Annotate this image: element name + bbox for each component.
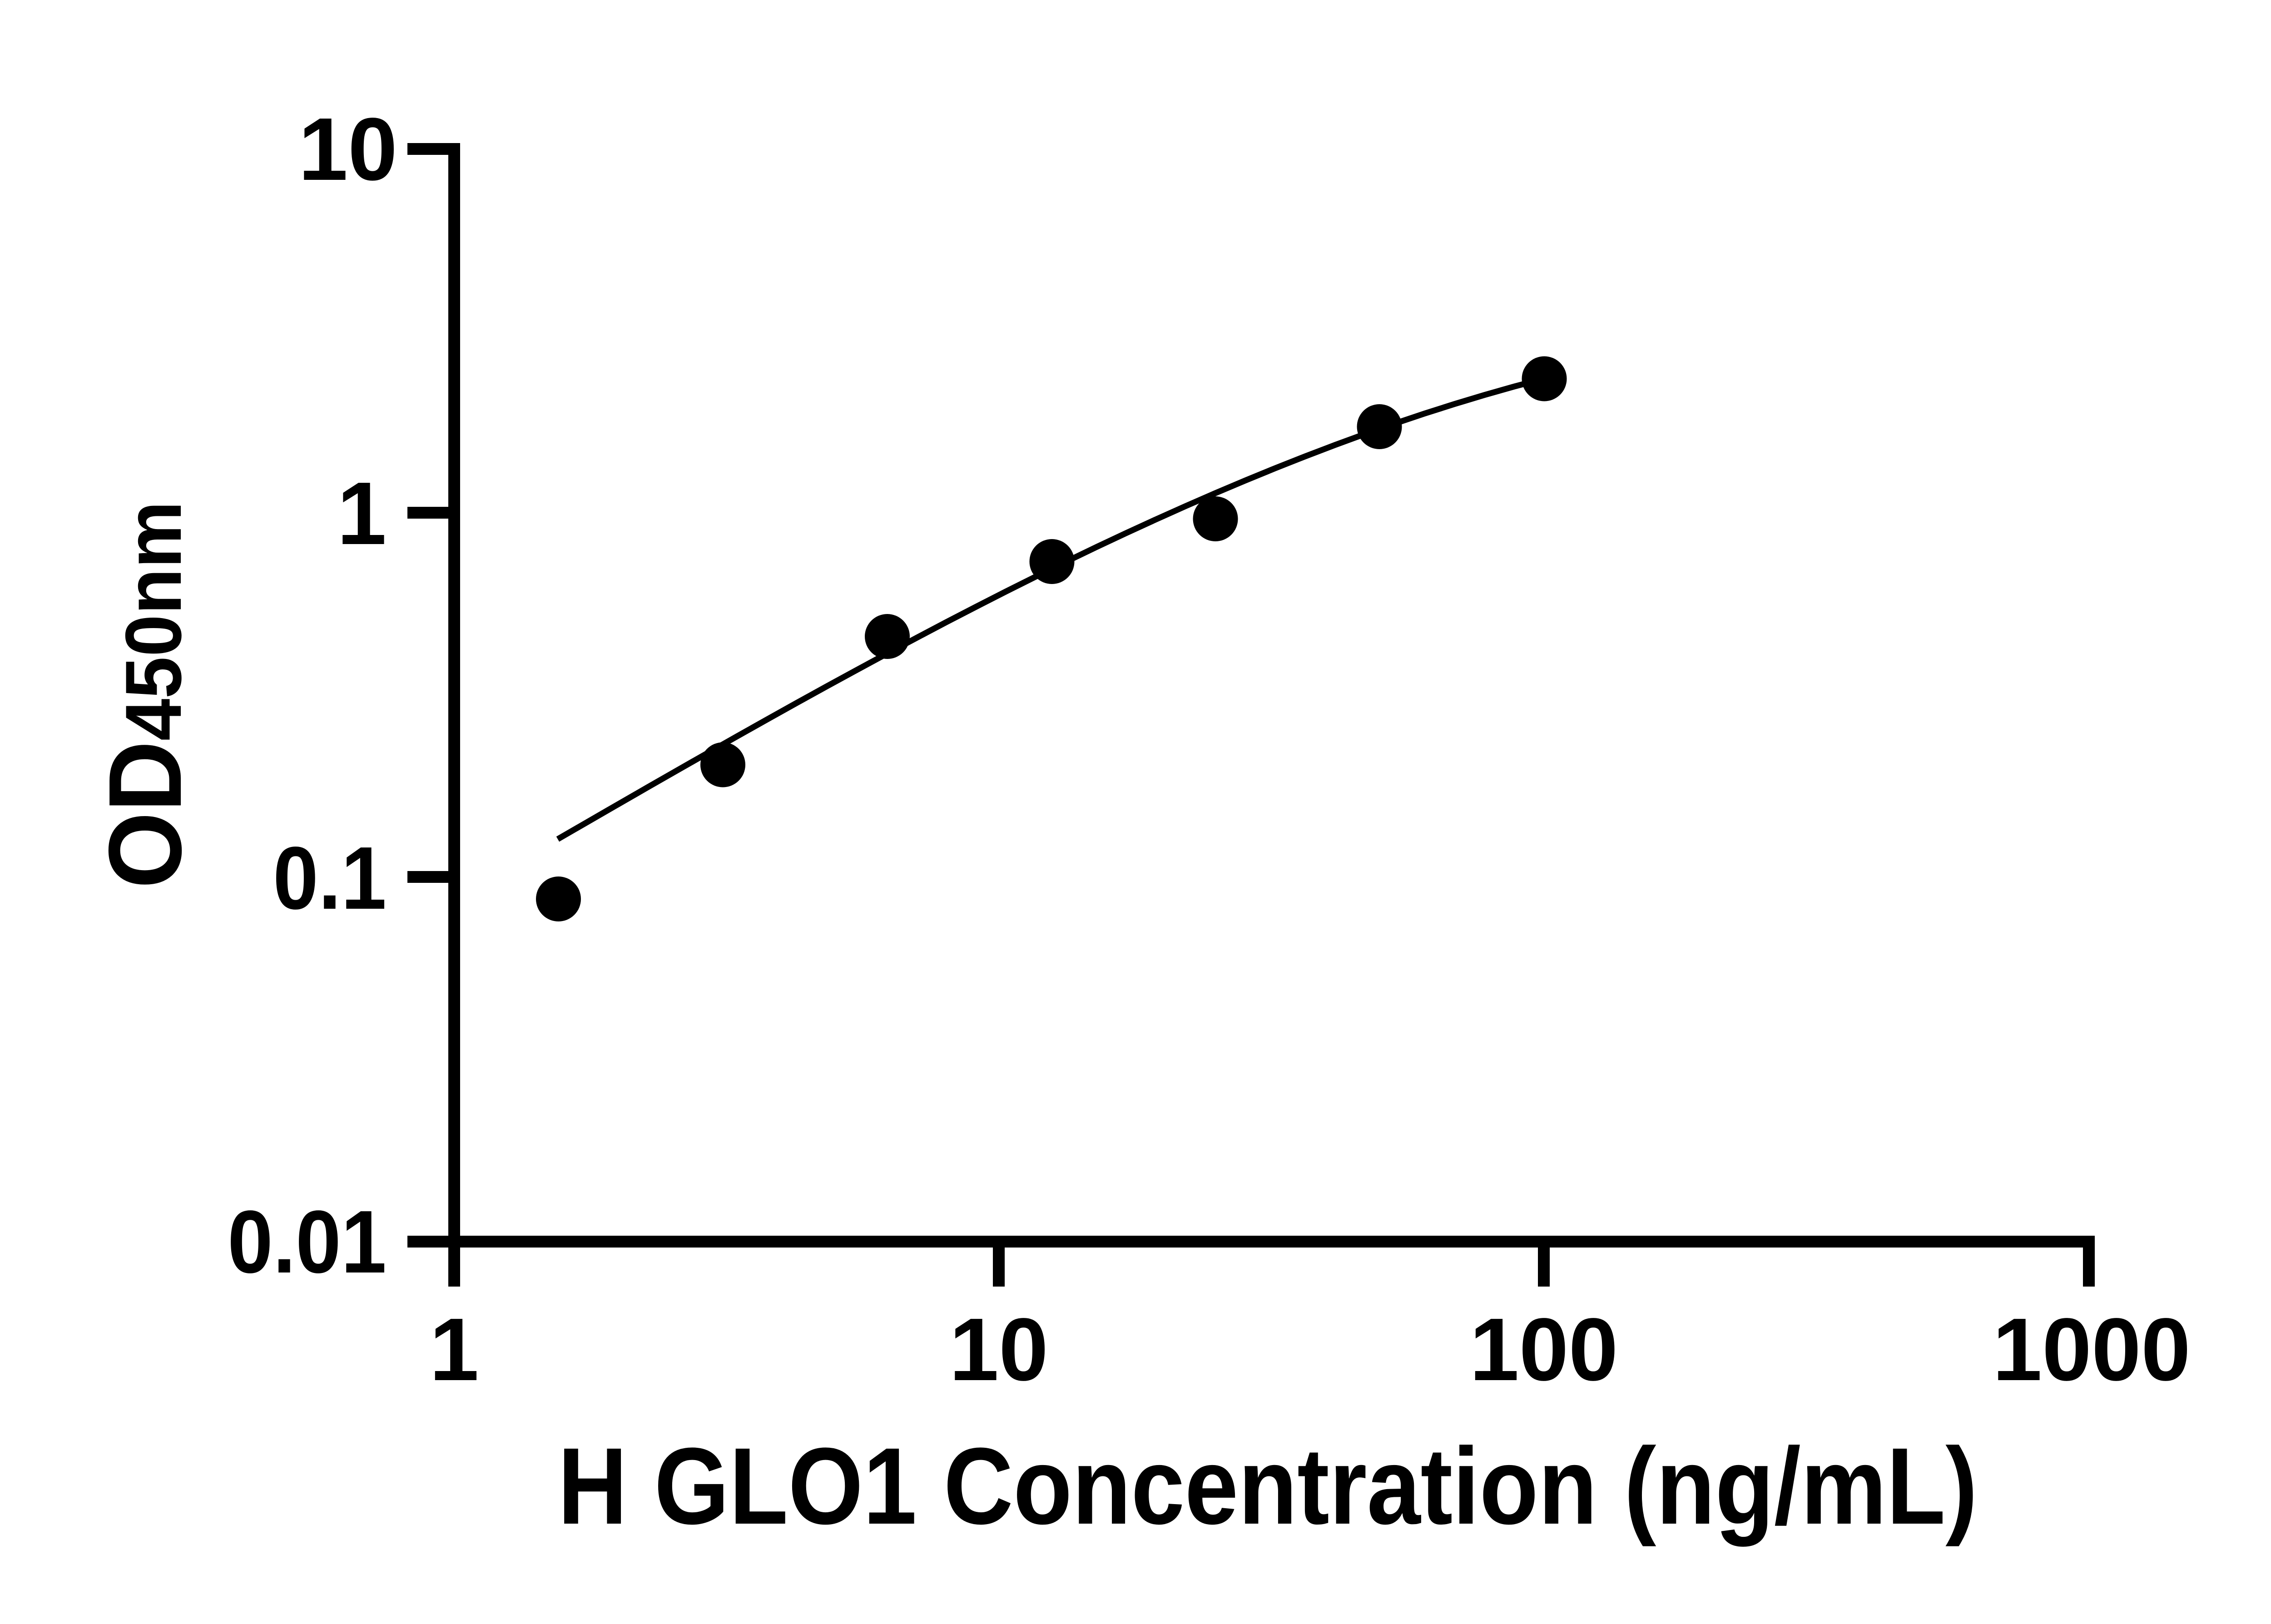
svg-text:10: 10 bbox=[949, 1300, 1048, 1399]
svg-text:H GLO1 Concentration (ng/mL): H GLO1 Concentration (ng/mL) bbox=[558, 1425, 1978, 1547]
svg-text:1: 1 bbox=[429, 1300, 479, 1399]
svg-text:100: 100 bbox=[1469, 1300, 1618, 1399]
svg-text:0.01: 0.01 bbox=[228, 1192, 387, 1292]
svg-text:1: 1 bbox=[337, 464, 387, 563]
svg-text:0.1: 0.1 bbox=[273, 828, 387, 928]
svg-text:1000: 1000 bbox=[1993, 1300, 2191, 1399]
svg-text:OD450nm: OD450nm bbox=[87, 501, 203, 888]
svg-text:10: 10 bbox=[298, 99, 397, 199]
